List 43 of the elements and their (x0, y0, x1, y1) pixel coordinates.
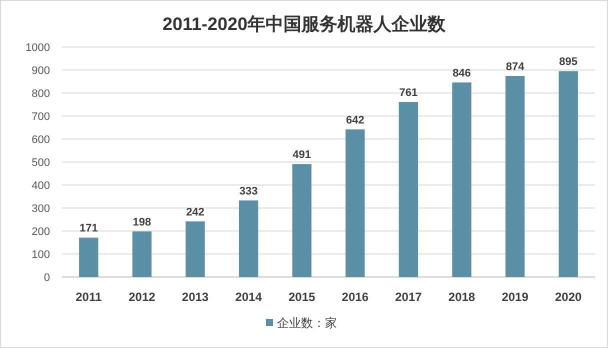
chart-title: 2011-2020年中国服务机器人企业数 (162, 14, 447, 34)
data-label: 874 (506, 60, 526, 73)
data-label: 642 (346, 114, 364, 126)
bar (452, 82, 472, 277)
x-tick-label: 2011 (76, 290, 102, 304)
x-tick-label: 2017 (395, 290, 422, 304)
y-tick-label: 1000 (26, 42, 50, 54)
bar (132, 231, 152, 277)
x-tick-label: 2019 (502, 290, 529, 304)
x-tick-label: 2018 (448, 290, 476, 304)
bar (346, 129, 365, 277)
legend-label: 企业数：家 (277, 316, 337, 330)
bar (79, 238, 98, 277)
y-tick-label: 0 (44, 272, 50, 284)
y-tick-label: 900 (32, 65, 50, 77)
data-label: 333 (239, 185, 258, 198)
y-tick-label: 500 (32, 157, 50, 169)
y-tick-label: 400 (32, 180, 50, 192)
data-label: 895 (559, 56, 578, 68)
y-tick-label: 600 (32, 134, 50, 146)
bar (186, 221, 205, 277)
bar (238, 200, 258, 277)
y-tick-label: 300 (32, 203, 50, 215)
bar (398, 102, 418, 277)
bar (558, 71, 578, 277)
x-tick-label: 2013 (182, 290, 209, 304)
y-tick-label: 200 (32, 226, 50, 238)
data-label: 491 (292, 149, 312, 162)
data-label: 761 (399, 86, 418, 99)
bar (505, 76, 525, 277)
x-tick-label: 2014 (235, 290, 262, 304)
x-tick-label: 2015 (288, 290, 316, 304)
data-label: 242 (186, 206, 204, 218)
y-tick-label: 800 (32, 88, 50, 100)
y-tick-label: 100 (32, 249, 50, 261)
bar (292, 164, 312, 277)
data-label: 198 (132, 216, 152, 228)
x-tick-label: 2012 (128, 290, 156, 304)
data-label: 846 (452, 67, 471, 80)
x-tick-label: 2016 (342, 290, 369, 304)
y-tick-label: 700 (32, 111, 50, 123)
data-label: 171 (79, 222, 98, 235)
x-tick-label: 2020 (555, 290, 582, 304)
